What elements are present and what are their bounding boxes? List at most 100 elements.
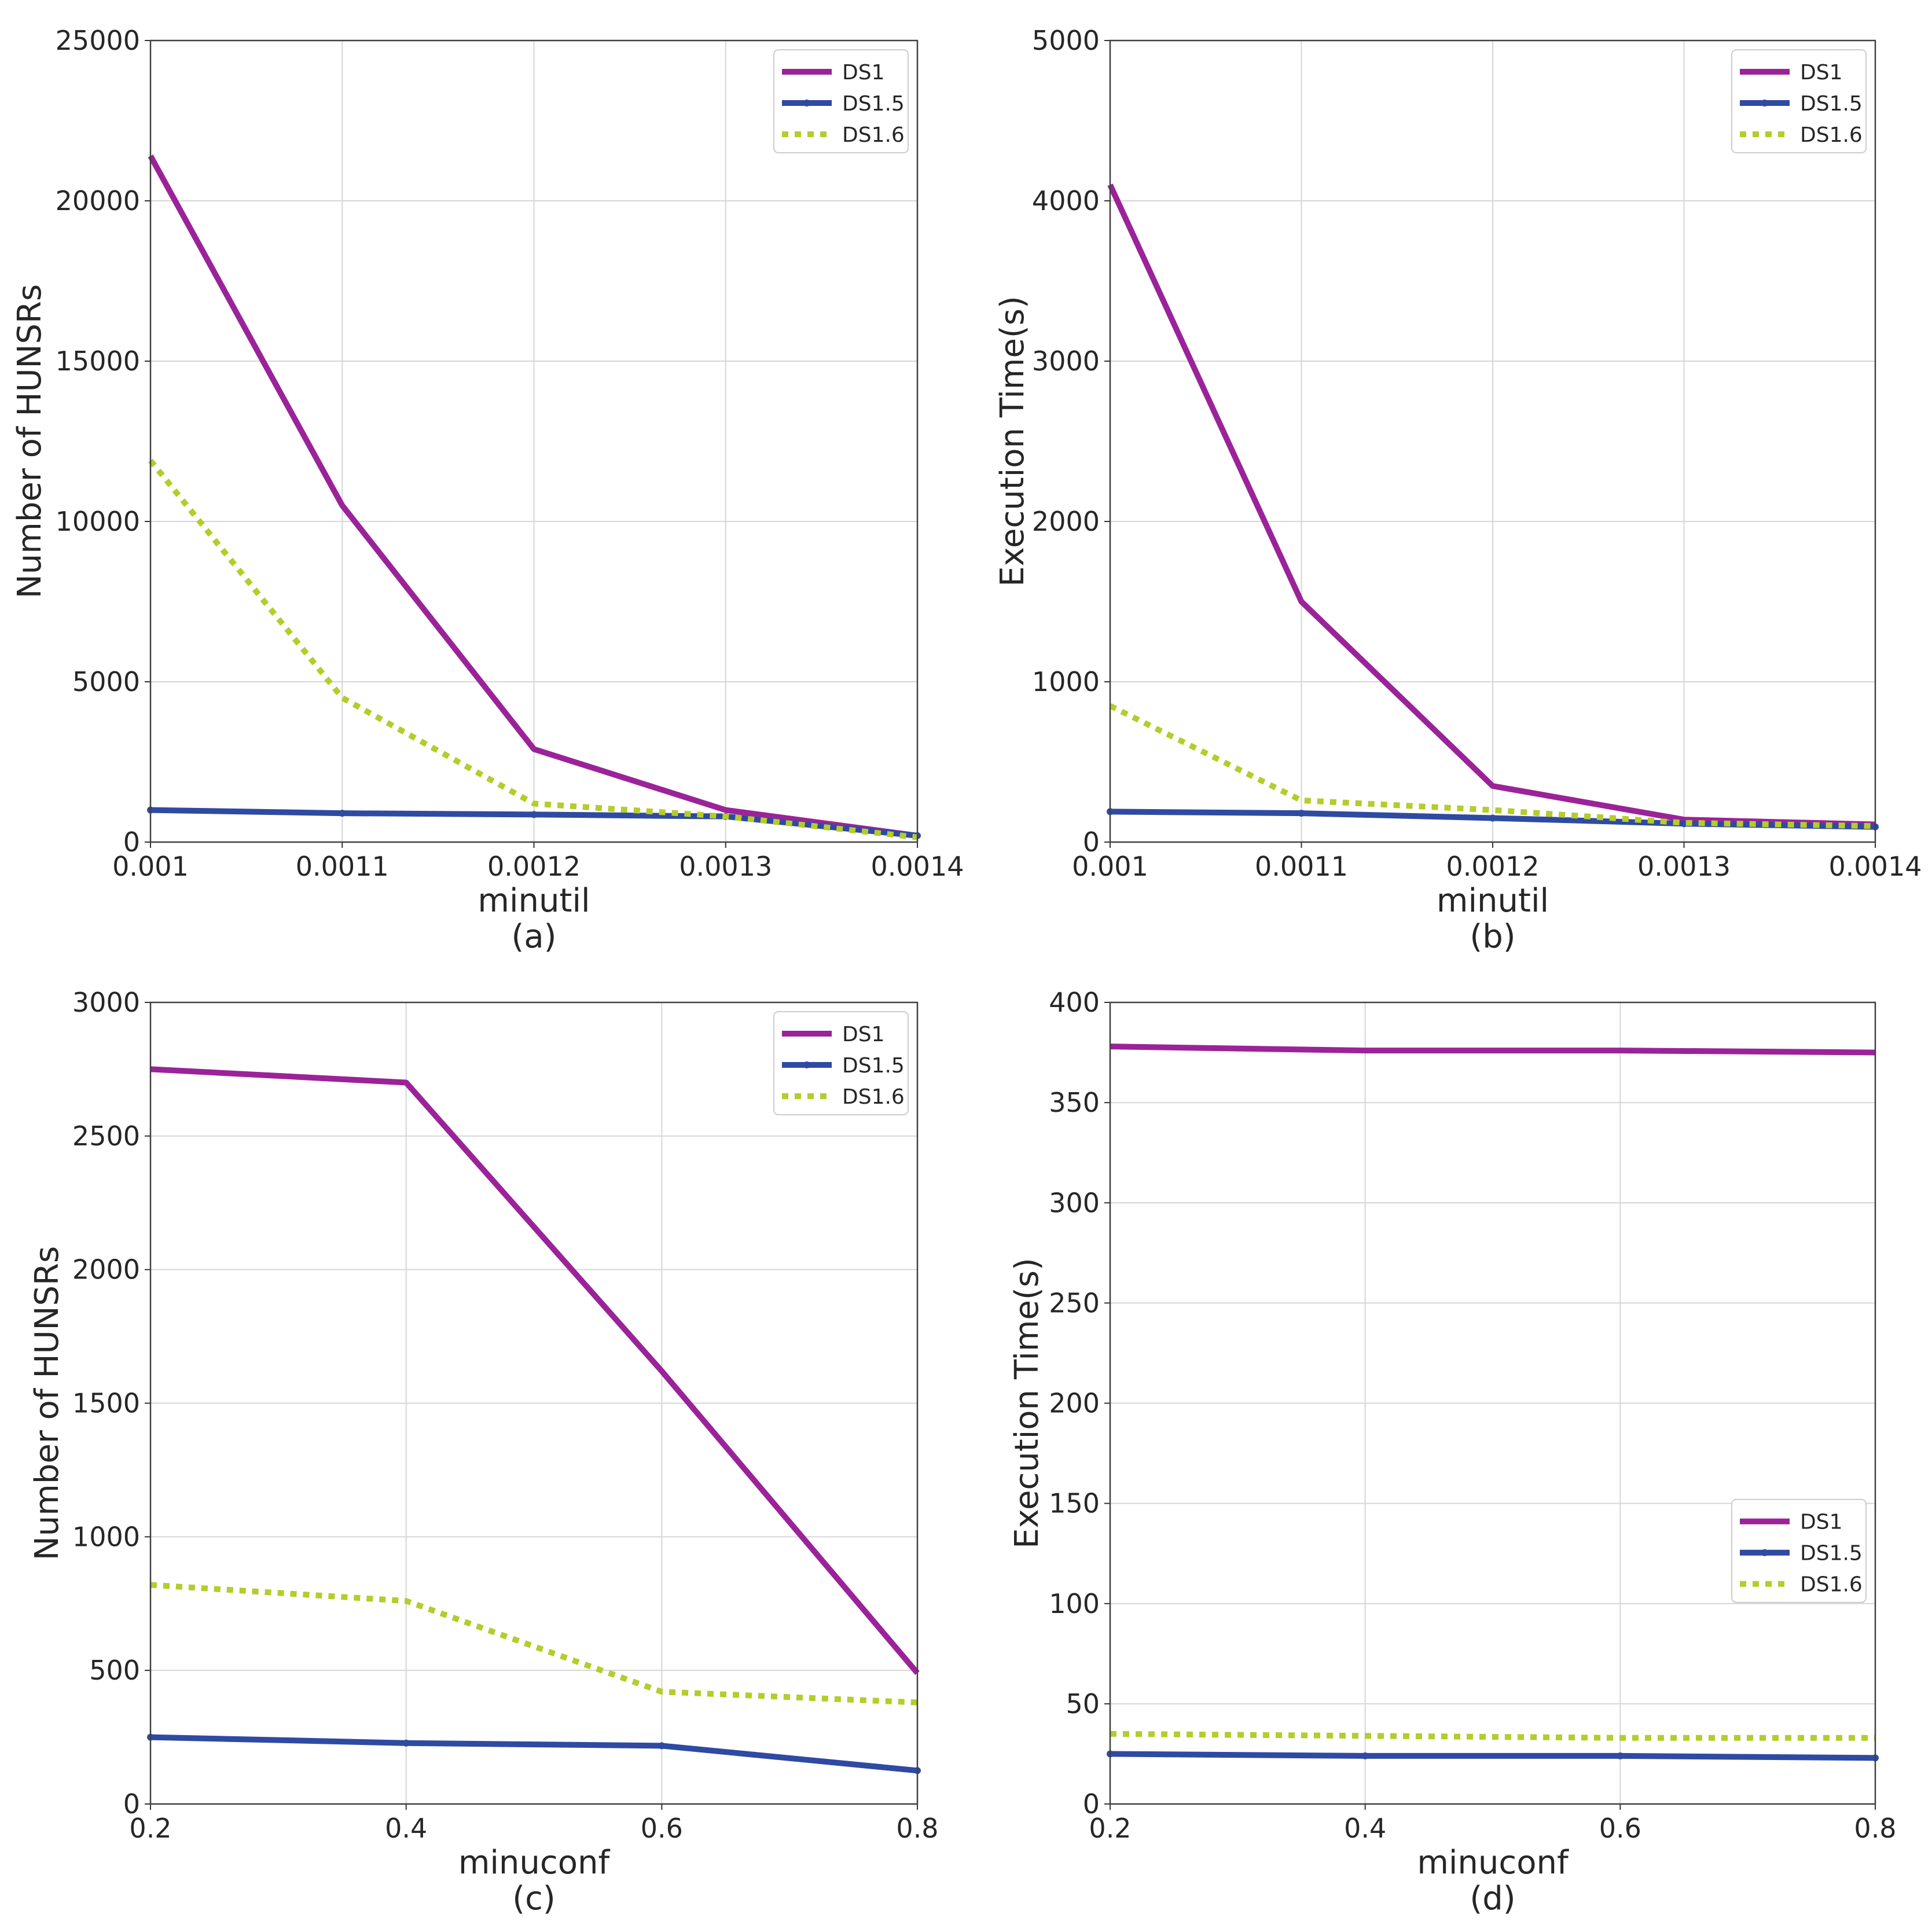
y-tick-label: 1500: [72, 1388, 140, 1419]
series-line-DS1-5: [1110, 1751, 1876, 1761]
legend-label: DS1.6: [1800, 123, 1863, 147]
legend-label: DS1: [842, 61, 884, 84]
legend: DS1 DS1.5 DS1.6: [773, 1011, 909, 1115]
y-axis-label: Execution Time(s): [1008, 1258, 1046, 1549]
x-tick-label: 0.0013: [1637, 851, 1731, 882]
panel-subtitle: (a): [511, 918, 556, 956]
x-axis-label: minutil: [478, 882, 590, 920]
y-tick-label: 4000: [1032, 185, 1100, 216]
y-tick-label: 0: [1083, 826, 1100, 858]
x-tick-label: 0.001: [1072, 851, 1148, 882]
y-tick-label: 2000: [72, 1254, 140, 1285]
series-line-DS1-5: [150, 1734, 918, 1774]
series-line-DS1: [148, 155, 918, 839]
y-tick-label: 5000: [72, 666, 140, 697]
plot-frame: [149, 1001, 919, 1805]
x-tick-label: 0.0011: [296, 851, 389, 882]
x-axis-label: minutil: [1437, 882, 1549, 920]
legend-label: DS1.5: [1800, 1542, 1863, 1566]
data-point-DS1-5: [1489, 814, 1496, 822]
x-tick-label: 0.0012: [487, 851, 581, 882]
panel-subtitle: (b): [1470, 918, 1515, 956]
x-tick-label: 0.8: [896, 1813, 938, 1844]
x-tick-label: 0.4: [385, 1813, 427, 1844]
y-tick-label: 1000: [1032, 666, 1100, 697]
y-tick-label: 2000: [1032, 506, 1100, 537]
x-axis-label: minuconf: [458, 1844, 611, 1882]
x-axis-label: minuconf: [1417, 1844, 1569, 1882]
panel-subtitle: (d): [1470, 1880, 1515, 1917]
x-tick-label: 0.6: [641, 1813, 683, 1844]
series-line-DS1: [150, 1066, 920, 1676]
legend-box: [1731, 1498, 1867, 1603]
y-tick-label: 5000: [1032, 25, 1100, 56]
chart-panel-a: 0.001 0.0011 0.0012 0.0013 0.0014 0 5000 10000 1…: [11, 25, 964, 956]
data-point-DS1-5: [339, 810, 346, 817]
chart-panel-d: 0.2 0.4 0.6 0.8 0 50 100 150 200 250 300 350 400 minu…: [1008, 987, 1897, 1917]
y-tick-label: 250: [1049, 1287, 1100, 1318]
x-tick-label: 0.001: [112, 851, 189, 882]
data-point-DS1-5: [402, 1739, 410, 1747]
legend-label: DS1: [1800, 61, 1842, 84]
y-tick-label: 50: [1066, 1688, 1100, 1719]
legend-label: DS1.6: [842, 123, 905, 147]
legend-box: [773, 49, 909, 153]
y-tick-label: 200: [1049, 1388, 1100, 1419]
legend: DS1 DS1.5 DS1.6: [773, 49, 909, 153]
chart-panel-b: 0.001 0.0011 0.0012 0.0013 0.0014 0 1000 2000 30…: [994, 25, 1922, 956]
legend-label: DS1.6: [1800, 1573, 1863, 1597]
y-tick-label: 400: [1049, 987, 1100, 1018]
series-line-DS1: [1107, 183, 1876, 828]
series-line-DS1: [1110, 1044, 1876, 1056]
x-tick-label: 0.6: [1599, 1813, 1641, 1844]
x-tick-label: 0.2: [129, 1813, 171, 1844]
plot-frame: [1109, 39, 1876, 843]
series-line-DS1-6: [1110, 1730, 1875, 1741]
legend-label: DS1.5: [842, 1054, 905, 1078]
y-tick-label: 2500: [72, 1120, 140, 1152]
x-tick-label: 0.2: [1089, 1813, 1131, 1844]
x-tick-label: 0.0013: [679, 851, 772, 882]
legend-label: DS1.6: [842, 1085, 905, 1109]
y-tick-label: 500: [89, 1655, 140, 1686]
y-axis-label: Number of HUNSRs: [28, 1246, 66, 1560]
x-tick-label: 0.8: [1854, 1813, 1896, 1844]
series-line-DS1-6: [148, 458, 918, 840]
legend: DS1 DS1.5 DS1.6: [1731, 1498, 1867, 1603]
y-tick-label: 0: [123, 1788, 140, 1820]
x-tick-label: 0.0011: [1255, 851, 1348, 882]
data-point-DS1-5: [1680, 820, 1688, 828]
y-tick-label: 100: [1049, 1588, 1100, 1619]
legend-marker: [1761, 100, 1768, 106]
y-tick-label: 350: [1049, 1087, 1100, 1118]
legend-marker: [1761, 1549, 1768, 1556]
series-line-DS1-6: [150, 1582, 918, 1706]
y-tick-label: 3000: [1032, 346, 1100, 377]
legend-marker: [803, 100, 810, 106]
panel-subtitle: (c): [512, 1880, 555, 1917]
y-tick-label: 1000: [72, 1521, 140, 1552]
x-tick-label: 0.0012: [1446, 851, 1540, 882]
legend-box: [1731, 49, 1867, 153]
y-tick-label: 10000: [56, 506, 140, 537]
data-point-DS1-5: [658, 1742, 666, 1750]
y-tick-label: 3000: [72, 987, 140, 1018]
legend: DS1 DS1.5 DS1.6: [1731, 49, 1867, 153]
plot-frame: [1109, 1001, 1876, 1805]
y-tick-label: 0: [123, 826, 140, 858]
y-axis-label: Number of HUNSRs: [11, 284, 49, 598]
series-line-DS1-6: [1108, 703, 1876, 829]
y-axis-label: Execution Time(s): [994, 296, 1031, 587]
data-point-DS1-5: [1298, 810, 1305, 817]
x-tick-label: 0.0014: [871, 851, 964, 882]
chart-panel-c: 0.2 0.4 0.6 0.8 0 500 1000 1500 2000 2500 3000 minu…: [28, 987, 939, 1917]
y-tick-label: 150: [1049, 1488, 1100, 1519]
y-tick-label: 25000: [56, 25, 140, 56]
y-tick-label: 15000: [56, 346, 140, 377]
legend-box: [773, 1011, 909, 1115]
data-point-DS1-5: [1361, 1752, 1369, 1759]
y-tick-label: 300: [1049, 1187, 1100, 1218]
x-tick-label: 0.0014: [1829, 851, 1922, 882]
legend-label: DS1.5: [842, 92, 905, 116]
